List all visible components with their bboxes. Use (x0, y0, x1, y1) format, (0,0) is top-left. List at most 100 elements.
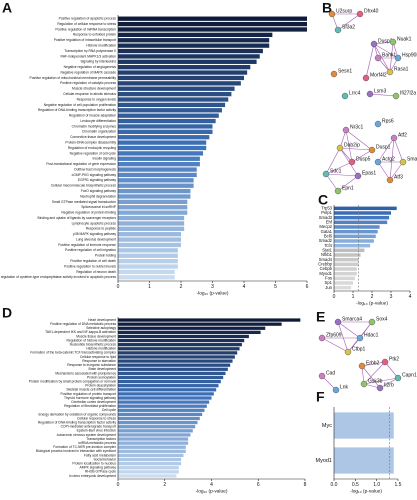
node-label: Dusp5 (356, 156, 371, 162)
category-label: Connective tissue development (70, 135, 116, 139)
network-edge (389, 161, 404, 181)
network-edge (379, 377, 399, 389)
category-label: Regulation of histone modification (67, 338, 117, 342)
network-edges (321, 13, 404, 391)
bar (118, 108, 222, 113)
x-tick-label: 1 (148, 284, 151, 290)
category-label: Negative regulation of cysteine-type end… (0, 275, 116, 279)
bar (118, 32, 273, 38)
bar (118, 54, 260, 59)
bar (334, 225, 380, 229)
node-label: Il2rb (384, 382, 394, 388)
x-tick-label: 4 (210, 482, 213, 488)
bar (118, 474, 177, 478)
bar (118, 437, 189, 441)
bar (118, 384, 219, 388)
network-node (328, 10, 336, 18)
bar (118, 318, 301, 322)
bar (118, 215, 185, 221)
network-node (336, 144, 344, 152)
bar (118, 264, 178, 269)
network-edge (373, 43, 399, 59)
network-node (374, 54, 382, 62)
network-edge (321, 337, 349, 353)
category-label: Fos (325, 275, 332, 280)
bar (334, 234, 376, 239)
category-label: Regulation of fibroblast proliferation (64, 404, 116, 408)
x-tick-label: 1 (352, 294, 355, 300)
network-edge (321, 375, 337, 391)
bar (118, 65, 251, 70)
node-label: Dab2ip (344, 142, 360, 148)
category-label: Social behavior (93, 457, 116, 461)
network-node (356, 10, 364, 18)
category-label: Protein folding (95, 254, 116, 258)
node-label: Lnk (340, 384, 349, 390)
bar (118, 188, 191, 194)
bar (118, 275, 175, 280)
node-label: Gsk3b (368, 378, 383, 384)
category-label: Crebbp (318, 261, 332, 266)
node-label: Epas1 (362, 170, 376, 176)
category-label: Positive regulation of protein transport (60, 392, 116, 396)
category-label: Small GTPase mediated signal transductio… (52, 200, 116, 204)
network-edge (325, 173, 359, 177)
bar (118, 359, 233, 363)
network-node (390, 134, 398, 142)
bar (118, 351, 238, 355)
bar (334, 206, 397, 211)
bar (118, 178, 194, 183)
bar (334, 243, 371, 248)
x-axis-label: -log₁₀ (p-value) (196, 488, 228, 494)
node-label: Rps6 (382, 118, 394, 124)
bar (118, 118, 216, 124)
network-node (334, 187, 342, 195)
bar (334, 239, 374, 243)
network-node (360, 380, 368, 388)
bar (118, 162, 200, 167)
bar (334, 257, 359, 262)
bar (334, 248, 365, 253)
bar (118, 470, 179, 474)
bar (118, 86, 235, 91)
network-edge (365, 43, 375, 79)
network-node (368, 318, 376, 326)
bar (118, 221, 185, 226)
category-label: Fatty acid metabolism (84, 453, 116, 457)
network-edge (351, 149, 373, 163)
bar (334, 229, 378, 234)
category-label: Muscle tissue development (76, 334, 116, 338)
category-label: Stat1 (322, 247, 332, 252)
category-label: Biological process involved in interacti… (36, 449, 116, 453)
category-label: EGFR1 signaling pathway (78, 178, 116, 182)
category-label: Regulation of endocytic recycling (68, 146, 116, 150)
node-label: Hsp90b1 (402, 52, 417, 58)
x-tick-label: 3 (211, 284, 214, 290)
category-label: Muscle structure development (72, 87, 116, 91)
node-label: Sesn1 (338, 68, 352, 74)
category-label: Epstein-Barr virus infection (77, 429, 117, 433)
bar (334, 412, 394, 439)
category-label: Regulation of cellular response to stres… (57, 22, 116, 26)
network-node (368, 146, 376, 154)
category-label: COPI-mediated anterograde transport (61, 425, 116, 429)
category-label: Transcription by RNA polymerase II (64, 49, 116, 53)
node-label: Epn1 (342, 185, 354, 191)
panel-letter: B (322, 0, 332, 16)
network-edge (363, 377, 399, 385)
bar (118, 334, 249, 339)
category-label: Mechanisms associated with pluripotency (55, 371, 116, 375)
bar (118, 210, 188, 215)
node-label: Dusp1 (376, 144, 391, 150)
bar (334, 281, 353, 285)
bar (118, 412, 203, 417)
bar (118, 258, 178, 264)
category-label: Myod1 (315, 458, 332, 464)
category-label: Gata1 (321, 229, 333, 234)
category-label: Chromatin organization (82, 130, 116, 134)
node-label: Capn1 (402, 372, 417, 378)
category-label: Protein modification by small protein co… (29, 379, 116, 383)
x-tick-label: 1.5 (395, 482, 402, 488)
network-node (354, 172, 362, 180)
panel-letter: E (316, 309, 325, 325)
